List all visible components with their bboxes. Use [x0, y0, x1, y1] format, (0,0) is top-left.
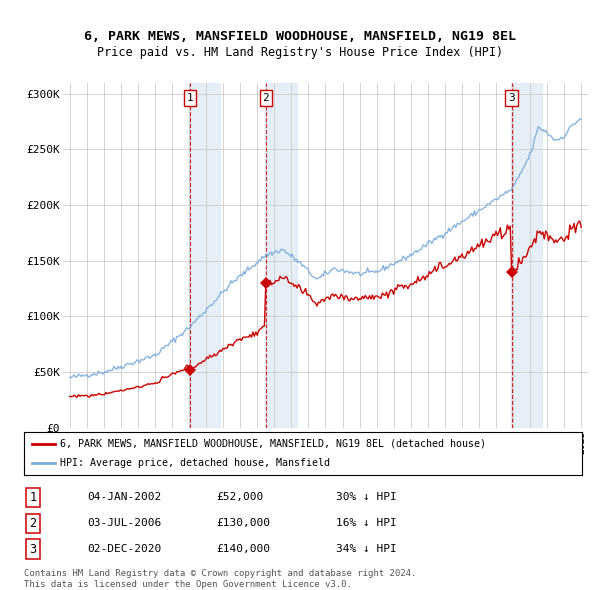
Bar: [511, 83, 542, 428]
Text: 6, PARK MEWS, MANSFIELD WOODHOUSE, MANSFIELD, NG19 8EL (detached house): 6, PARK MEWS, MANSFIELD WOODHOUSE, MANSF…: [60, 439, 486, 449]
Text: HPI: Average price, detached house, Mansfield: HPI: Average price, detached house, Mans…: [60, 458, 330, 468]
Text: 30% ↓ HPI: 30% ↓ HPI: [336, 493, 397, 502]
Text: 2: 2: [29, 517, 37, 530]
Bar: [189, 83, 220, 428]
Text: 3: 3: [29, 543, 37, 556]
Text: 3: 3: [508, 93, 515, 103]
Text: £52,000: £52,000: [216, 493, 263, 502]
Text: £140,000: £140,000: [216, 545, 270, 554]
Text: 1: 1: [187, 93, 193, 103]
Text: 6, PARK MEWS, MANSFIELD WOODHOUSE, MANSFIELD, NG19 8EL: 6, PARK MEWS, MANSFIELD WOODHOUSE, MANSF…: [84, 30, 516, 43]
Text: 04-JAN-2002: 04-JAN-2002: [87, 493, 161, 502]
Text: 16% ↓ HPI: 16% ↓ HPI: [336, 519, 397, 528]
Text: 1: 1: [29, 491, 37, 504]
Text: Contains HM Land Registry data © Crown copyright and database right 2024.
This d: Contains HM Land Registry data © Crown c…: [24, 569, 416, 589]
Text: 03-JUL-2006: 03-JUL-2006: [87, 519, 161, 528]
Bar: [265, 83, 296, 428]
Text: £130,000: £130,000: [216, 519, 270, 528]
Text: 34% ↓ HPI: 34% ↓ HPI: [336, 545, 397, 554]
Text: 2: 2: [262, 93, 269, 103]
Text: 02-DEC-2020: 02-DEC-2020: [87, 545, 161, 554]
Text: Price paid vs. HM Land Registry's House Price Index (HPI): Price paid vs. HM Land Registry's House …: [97, 46, 503, 59]
